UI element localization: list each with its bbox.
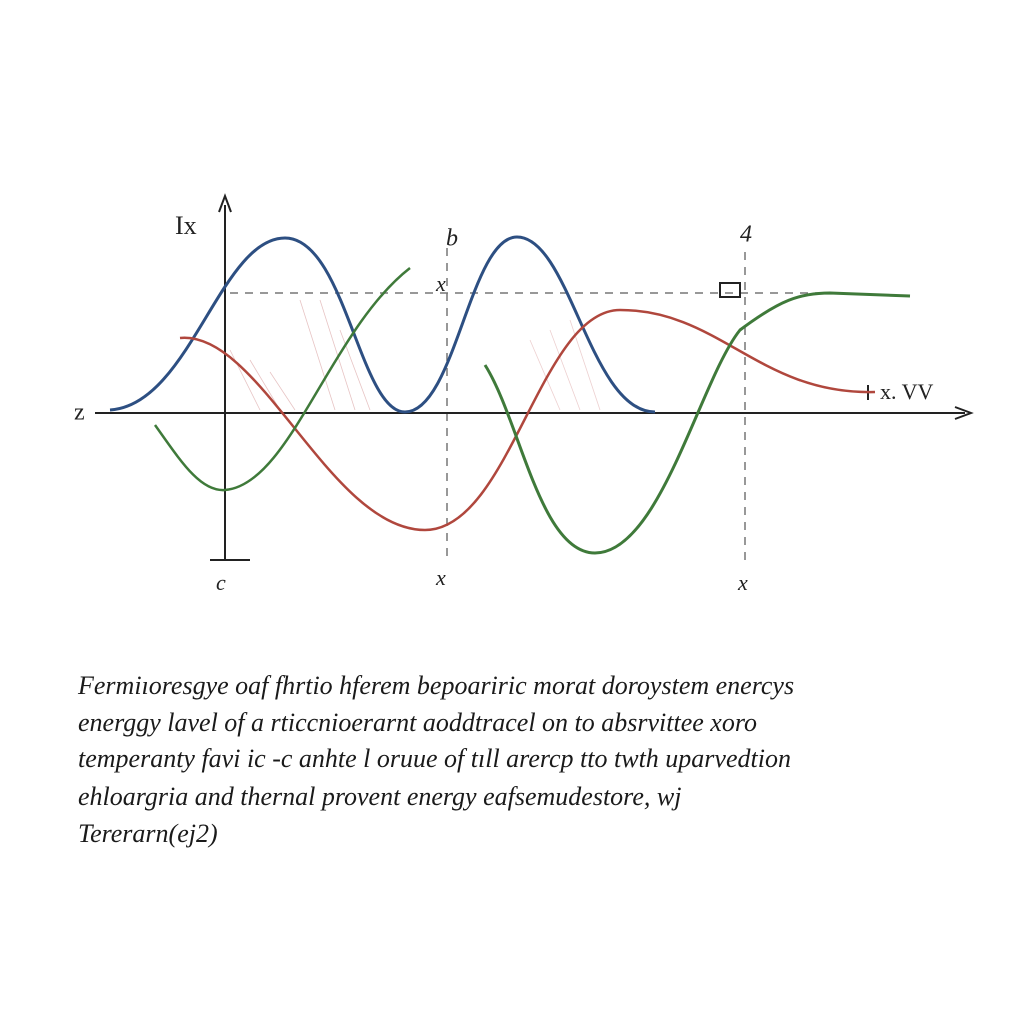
caption-line: energgy lavel of a rticcnioerarnt aoddtr… — [78, 708, 757, 737]
axes — [95, 193, 974, 561]
caption-line: ehloargria and thernal provent energy ea… — [78, 782, 681, 811]
label: x — [435, 565, 446, 590]
caption-line: temperanty favi ic -c anhte l oruue of t… — [78, 744, 791, 773]
icon — [719, 282, 741, 298]
blue-curve — [109, 235, 656, 414]
hatching — [229, 299, 601, 411]
caption-line: Fermiıoresgye oaf fhrtio hferem bepoarir… — [77, 671, 794, 700]
label: x — [435, 271, 446, 296]
green-curve — [483, 291, 911, 555]
guides — [230, 248, 820, 560]
hatch — [229, 299, 371, 411]
label: x. VV — [880, 379, 933, 404]
y-arrow — [218, 193, 232, 213]
green-curve — [153, 267, 411, 492]
x-arrow — [954, 406, 974, 420]
label: z — [74, 400, 85, 426]
caption-line: Tererarn(ej2) — [78, 819, 218, 848]
label: c — [216, 570, 226, 595]
label: x — [737, 570, 748, 595]
label: 4 — [740, 222, 752, 248]
label: b — [446, 226, 458, 252]
label: Ix — [175, 211, 197, 240]
